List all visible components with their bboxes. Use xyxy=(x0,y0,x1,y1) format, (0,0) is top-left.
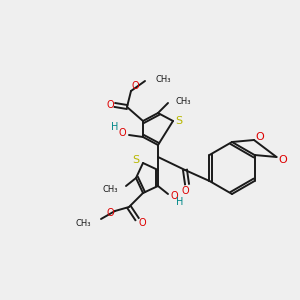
Text: CH₃: CH₃ xyxy=(103,185,118,194)
Text: CH₃: CH₃ xyxy=(76,218,91,227)
Text: O: O xyxy=(118,128,126,138)
Text: O: O xyxy=(170,191,178,201)
Text: O: O xyxy=(138,218,146,228)
Text: O: O xyxy=(131,81,139,91)
Text: H: H xyxy=(176,197,184,207)
Text: S: S xyxy=(176,116,183,126)
Text: O: O xyxy=(256,132,264,142)
Text: S: S xyxy=(132,155,140,165)
Text: CH₃: CH₃ xyxy=(176,97,191,106)
Text: H: H xyxy=(111,122,119,132)
Text: O: O xyxy=(106,208,114,218)
Text: O: O xyxy=(106,100,114,110)
Text: O: O xyxy=(181,186,189,196)
Text: CH₃: CH₃ xyxy=(155,74,170,83)
Text: O: O xyxy=(278,155,287,165)
